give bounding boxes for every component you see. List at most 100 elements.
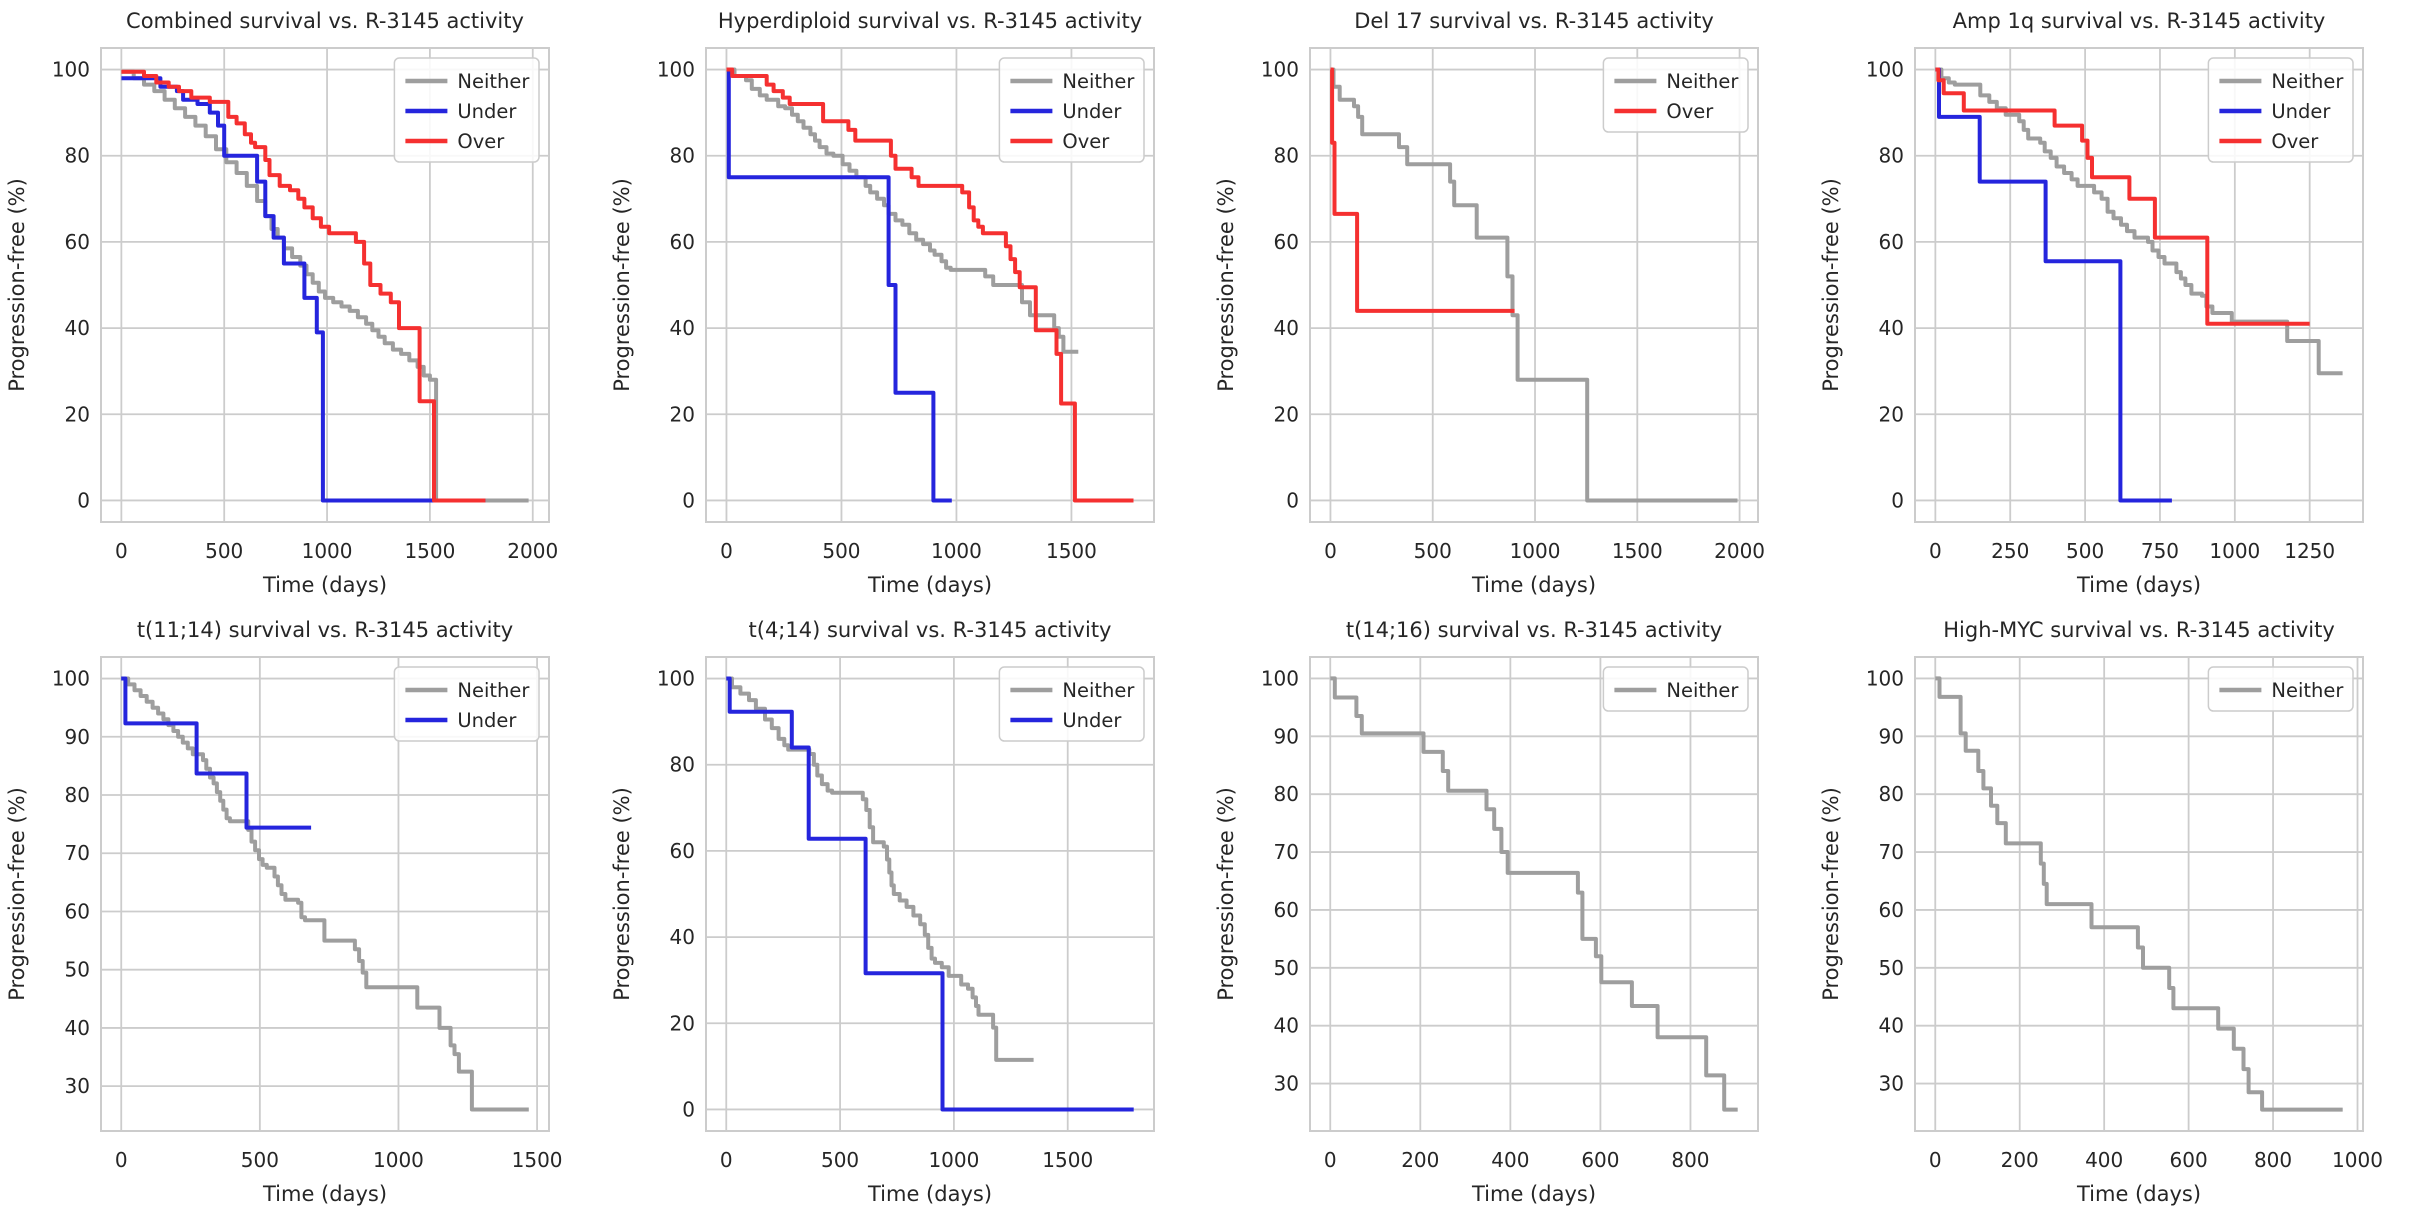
x-tick-label: 400 <box>2085 1148 2123 1172</box>
chart-amp1q: 0 250 500 750 1000 1250 0 20 40 60 80 100 Amp 1q sur… <box>1814 0 2418 609</box>
y-tick-label: 70 <box>1274 840 1299 864</box>
legend-label: Over <box>2271 130 2319 153</box>
x-tick-label: 2000 <box>507 539 558 563</box>
series-line-neither <box>1330 67 1738 503</box>
legend: Neither Under Over <box>393 57 540 163</box>
y-tick-label: 90 <box>1878 724 1903 748</box>
y-axis-label: Progression-free (%) <box>1819 787 1843 1001</box>
legend-label: Neither <box>1666 679 1739 702</box>
chart-del17: 0 500 1000 1500 2000 0 20 40 60 80 100 Del 17 survi… <box>1209 0 1814 609</box>
series-line-neither <box>726 67 1078 354</box>
x-axis-label: Time (days) <box>1471 1182 1596 1206</box>
legend-box <box>998 666 1145 742</box>
axes-border <box>704 656 1155 1132</box>
series-line-over <box>726 67 1133 503</box>
y-tick-label: 100 <box>1865 666 1903 690</box>
legend-box <box>998 57 1145 163</box>
y-tick-label: 20 <box>669 402 694 426</box>
axes-border <box>1309 47 1759 523</box>
x-tick-label: 1500 <box>1045 539 1096 563</box>
x-axis-label: Time (days) <box>866 573 991 597</box>
legend: Neither Under <box>998 666 1145 742</box>
legend-item-under: Under <box>405 100 517 123</box>
series-line-under <box>121 676 312 830</box>
x-tick-label: 200 <box>1401 1148 1439 1172</box>
y-tick-label: 100 <box>1865 58 1903 82</box>
y-tick-label: 40 <box>1274 1014 1299 1038</box>
x-tick-label: 800 <box>1671 1148 1709 1172</box>
legend-box <box>2207 57 2354 163</box>
y-tick-label: 20 <box>65 402 90 426</box>
y-tick-label: 30 <box>1878 1072 1903 1096</box>
series-line-under <box>1934 67 2172 503</box>
legend-label: Under <box>2271 100 2331 123</box>
x-tick-label: 1000 <box>2209 539 2260 563</box>
axes-border <box>1913 47 2364 523</box>
legend-label: Neither <box>1666 70 1739 93</box>
x-axis-label: Time (days) <box>2075 1182 2200 1206</box>
y-tick-label: 100 <box>52 58 90 82</box>
y-tick-label: 50 <box>65 958 90 982</box>
legend-box <box>1602 666 1749 712</box>
legend-label: Under <box>1062 709 1122 732</box>
legend-label: Over <box>1062 130 1110 153</box>
chart-title: Hyperdiploid survival vs. R-3145 activit… <box>717 9 1141 33</box>
chart-t14-16: 0 200 400 600 800 30 40 50 60 70 80 90 100 t(14;16) s… <box>1209 609 1814 1218</box>
legend-label: Neither <box>457 70 530 93</box>
y-tick-label: 60 <box>669 839 694 863</box>
y-tick-label: 60 <box>1878 898 1903 922</box>
x-tick-label: 0 <box>720 539 733 563</box>
y-tick-label: 100 <box>52 667 90 691</box>
chart-svg-t11-14: 0 500 1000 1500 30 40 50 60 70 80 90 100 t(11;14) su… <box>5 618 563 1206</box>
x-tick-label: 1000 <box>373 1148 424 1172</box>
y-tick-label: 40 <box>1274 316 1299 340</box>
axes-border <box>1913 656 2364 1132</box>
legend-label: Under <box>1062 100 1122 123</box>
legend-item-over: Over <box>1614 100 1714 123</box>
chart-svg-hyperdiploid: 0 500 1000 1500 0 20 40 60 80 100 Hyperdiploid sur… <box>610 9 1155 597</box>
x-tick-label: 500 <box>241 1148 279 1172</box>
y-tick-label: 50 <box>1274 956 1299 980</box>
y-tick-label: 80 <box>65 783 90 807</box>
chart-svg-t4-14: 0 500 1000 1500 0 20 40 60 80 100 t(4;14) survival… <box>610 618 1155 1206</box>
x-tick-label: 1500 <box>1612 539 1663 563</box>
chart-title: Combined survival vs. R-3145 activity <box>126 9 524 33</box>
y-tick-label: 60 <box>669 230 694 254</box>
x-tick-label: 1000 <box>928 1148 979 1172</box>
chart-title: t(14;16) survival vs. R-3145 activity <box>1346 618 1722 642</box>
legend-label: Under <box>457 100 517 123</box>
y-axis-label: Progression-free (%) <box>1214 787 1238 1001</box>
series-line-neither <box>1330 676 1738 1112</box>
y-tick-label: 80 <box>1878 144 1903 168</box>
x-tick-label: 0 <box>1928 1148 1941 1172</box>
y-tick-label: 30 <box>1274 1072 1299 1096</box>
y-tick-label: 70 <box>1878 840 1903 864</box>
legend-item-neither: Neither <box>1009 679 1135 702</box>
chart-hyperdiploid: 0 500 1000 1500 0 20 40 60 80 100 Hyperdiploid sur… <box>605 0 1210 609</box>
x-tick-label: 750 <box>2140 539 2178 563</box>
y-axis-label: Progression-free (%) <box>610 178 634 392</box>
y-tick-label: 80 <box>1274 144 1299 168</box>
chart-high-myc: 0 200 400 600 800 1000 30 40 50 60 70 80 90 100 High-M… <box>1814 609 2418 1218</box>
x-tick-label: 800 <box>2253 1148 2291 1172</box>
y-tick-label: 40 <box>669 925 694 949</box>
legend: Neither Under <box>393 666 540 742</box>
x-tick-label: 500 <box>2066 539 2104 563</box>
x-tick-label: 0 <box>115 1148 128 1172</box>
x-tick-label: 500 <box>205 539 243 563</box>
y-tick-label: 60 <box>1878 230 1903 254</box>
y-tick-label: 80 <box>65 144 90 168</box>
chart-svg-combined: 0 500 1000 1500 2000 0 20 40 60 80 100 Combined sur… <box>5 9 558 597</box>
y-tick-label: 100 <box>656 58 694 82</box>
legend-item-neither: Neither <box>2218 70 2344 93</box>
y-tick-label: 80 <box>1274 782 1299 806</box>
x-tick-label: 400 <box>1491 1148 1529 1172</box>
legend-label: Neither <box>2271 70 2344 93</box>
x-tick-label: 1000 <box>2332 1148 2383 1172</box>
chart-title: t(11;14) survival vs. R-3145 activity <box>137 618 513 642</box>
chart-t4-14: 0 500 1000 1500 0 20 40 60 80 100 t(4;14) survival… <box>605 609 1210 1218</box>
series-line-over <box>1934 67 2310 326</box>
x-tick-label: 1500 <box>1042 1148 1093 1172</box>
x-tick-label: 1000 <box>302 539 353 563</box>
